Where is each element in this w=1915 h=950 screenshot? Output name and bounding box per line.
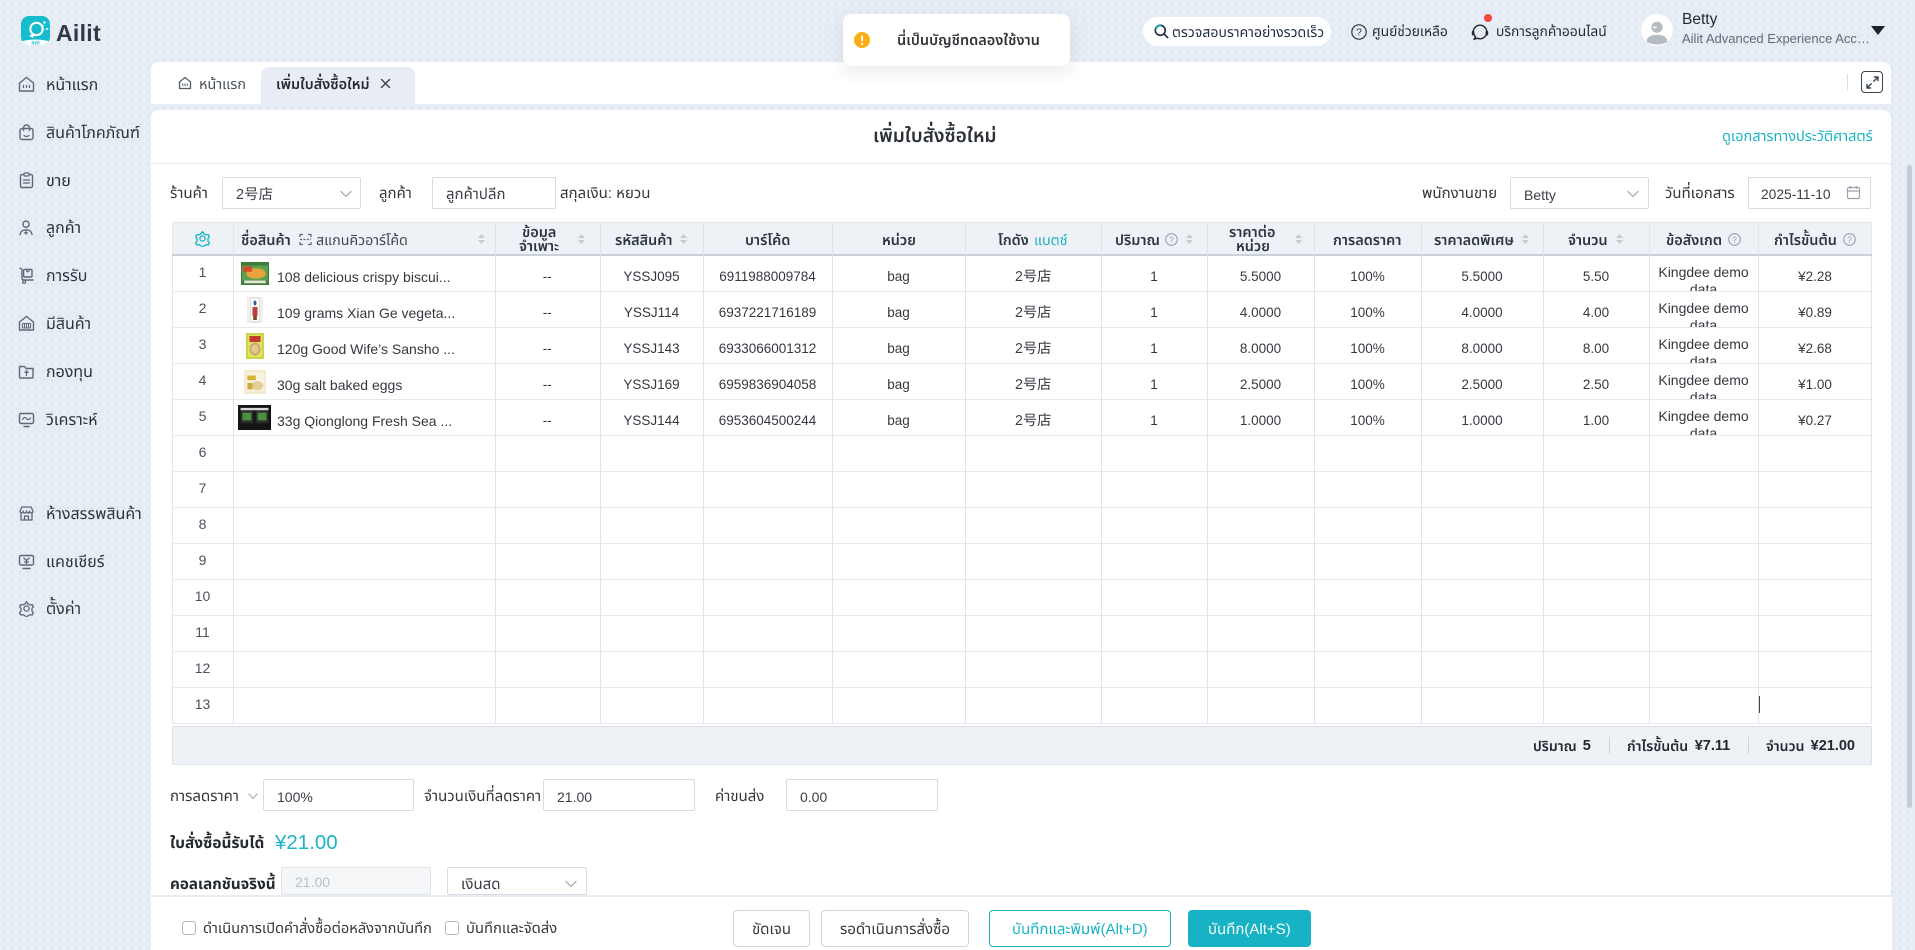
svg-text:intl: intl: [31, 40, 40, 45]
svg-text:?: ?: [1356, 27, 1362, 38]
svg-text:?: ?: [1732, 234, 1737, 244]
svg-text:?: ?: [1170, 234, 1175, 244]
svg-text:?: ?: [1847, 234, 1852, 244]
